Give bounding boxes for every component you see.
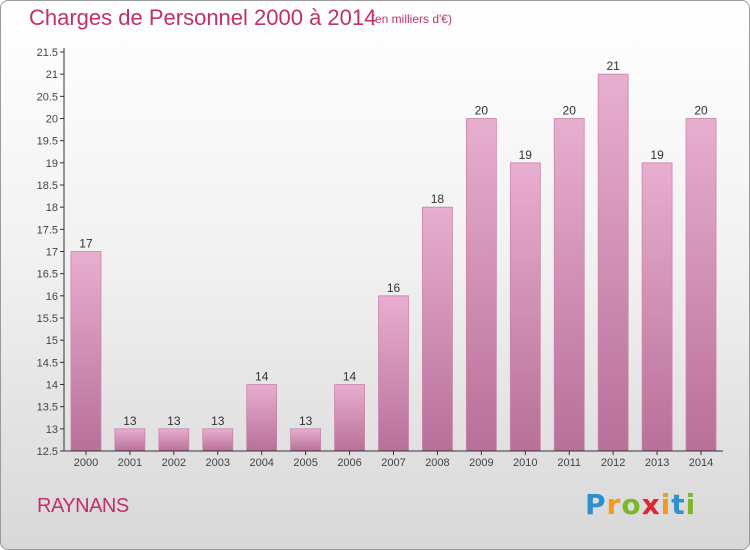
y-tick-label: 16.5 bbox=[37, 269, 58, 281]
data-label: 20 bbox=[475, 104, 489, 118]
data-label: 14 bbox=[343, 370, 357, 384]
x-tick-label: 2003 bbox=[206, 457, 230, 469]
y-tick-label: 13.5 bbox=[37, 402, 58, 414]
bar bbox=[685, 118, 717, 452]
data-label: 17 bbox=[79, 237, 93, 251]
y-tick-label: 12.5 bbox=[37, 446, 58, 458]
data-label: 13 bbox=[123, 414, 137, 428]
bar bbox=[641, 162, 673, 452]
y-tick-label: 19 bbox=[46, 158, 58, 170]
x-tick-label: 2014 bbox=[689, 457, 713, 469]
bar bbox=[378, 295, 409, 452]
y-tick-label: 15.5 bbox=[37, 313, 58, 325]
data-label: 16 bbox=[387, 281, 401, 295]
bar bbox=[509, 162, 541, 452]
y-tick-label: 20 bbox=[46, 114, 58, 126]
logo-letter: t bbox=[671, 488, 686, 521]
data-label: 13 bbox=[211, 414, 225, 428]
bar bbox=[334, 384, 365, 452]
x-tick-label: 2009 bbox=[469, 457, 493, 469]
data-label: 19 bbox=[650, 148, 664, 162]
y-tick-label: 18.5 bbox=[37, 180, 58, 192]
bar bbox=[202, 428, 234, 452]
data-label: 18 bbox=[431, 192, 445, 206]
y-tick-label: 16 bbox=[46, 291, 58, 303]
y-tick-label: 13 bbox=[46, 424, 58, 436]
chart-title: Charges de Personnel 2000 à 2014 bbox=[29, 5, 377, 30]
x-tick-label: 2000 bbox=[74, 457, 98, 469]
commune-name: RAYNANS bbox=[37, 495, 129, 517]
logo-letter: i bbox=[660, 488, 672, 521]
logo-letter: i bbox=[685, 488, 697, 521]
y-tick-label: 20.5 bbox=[37, 91, 58, 103]
bar bbox=[553, 118, 585, 452]
bar bbox=[158, 428, 190, 452]
data-label: 19 bbox=[519, 148, 533, 162]
y-tick-label: 17.5 bbox=[37, 224, 58, 236]
x-tick-label: 2004 bbox=[249, 457, 273, 469]
bar bbox=[465, 118, 497, 452]
y-tick-label: 15 bbox=[46, 335, 58, 347]
y-tick-label: 21.5 bbox=[37, 47, 58, 59]
y-tick-label: 21 bbox=[46, 69, 58, 81]
y-tick-label: 14 bbox=[46, 380, 58, 392]
y-tick-label: 18 bbox=[46, 202, 58, 214]
data-label: 20 bbox=[563, 104, 577, 118]
data-label: 14 bbox=[255, 370, 269, 384]
logo-letter: x bbox=[641, 488, 661, 521]
bar bbox=[290, 428, 322, 452]
x-tick-label: 2012 bbox=[601, 457, 625, 469]
chart-unit: (en milliers d'€) bbox=[371, 12, 452, 26]
x-tick-label: 2013 bbox=[645, 457, 669, 469]
y-tick-label: 19.5 bbox=[37, 136, 58, 148]
bar bbox=[597, 73, 629, 452]
logo-letter: P bbox=[585, 488, 607, 521]
x-tick-label: 2001 bbox=[118, 457, 142, 469]
bar bbox=[114, 428, 146, 452]
data-label: 20 bbox=[694, 104, 708, 118]
y-tick-label: 14.5 bbox=[37, 357, 58, 369]
data-label: 13 bbox=[167, 414, 181, 428]
x-tick-label: 2002 bbox=[162, 457, 186, 469]
x-tick-label: 2011 bbox=[557, 457, 581, 469]
y-tick-label: 17 bbox=[46, 247, 58, 259]
x-tick-label: 2005 bbox=[293, 457, 317, 469]
x-tick-label: 2007 bbox=[381, 457, 405, 469]
x-tick-label: 2008 bbox=[425, 457, 449, 469]
bar bbox=[70, 251, 102, 452]
x-tick-label: 2006 bbox=[337, 457, 361, 469]
logo-letter: r bbox=[606, 488, 622, 521]
x-tick-label: 2010 bbox=[513, 457, 537, 469]
data-label: 21 bbox=[606, 59, 620, 73]
logo-letter: o bbox=[621, 488, 642, 521]
bar bbox=[246, 384, 278, 452]
bar bbox=[422, 206, 453, 452]
proxiti-logo[interactable]: Proxiti bbox=[585, 488, 696, 521]
data-label: 13 bbox=[299, 414, 313, 428]
